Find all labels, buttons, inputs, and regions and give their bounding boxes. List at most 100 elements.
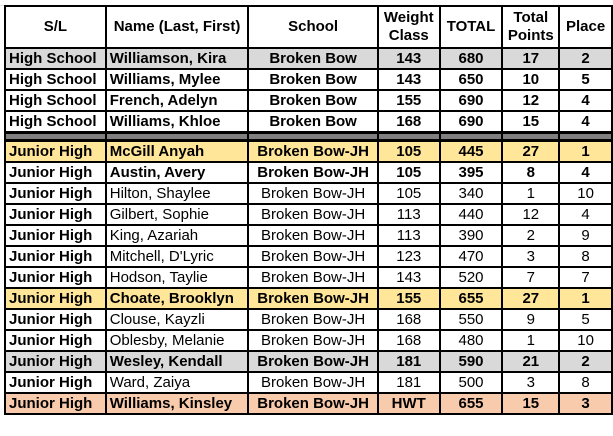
place-cell[interactable]: 1 <box>558 139 613 163</box>
total-points-cell[interactable]: 7 <box>501 266 561 289</box>
total-points-cell[interactable]: 27 <box>501 139 561 163</box>
place-cell[interactable]: 7 <box>558 266 613 289</box>
sl-cell[interactable]: High School <box>4 47 107 70</box>
weight-class-cell[interactable]: 113 <box>376 224 441 247</box>
school-cell[interactable]: Broken Bow-JH <box>247 308 379 331</box>
total-points-cell[interactable]: 27 <box>501 287 561 310</box>
school-cell[interactable]: Broken Bow-JH <box>247 350 379 373</box>
total-cell[interactable]: 480 <box>438 329 504 352</box>
weight-class-cell[interactable]: HWT <box>376 392 441 415</box>
weight-class-cell[interactable]: 168 <box>376 329 441 352</box>
header-total-points[interactable]: Total Points <box>501 5 561 49</box>
total-cell[interactable]: 340 <box>438 182 504 205</box>
total-points-cell[interactable]: 15 <box>501 392 561 415</box>
total-points-cell[interactable]: 10 <box>501 68 561 91</box>
total-points-cell[interactable]: 8 <box>501 161 561 184</box>
total-points-cell[interactable]: 9 <box>501 308 561 331</box>
school-cell[interactable]: Broken Bow-JH <box>247 161 379 184</box>
header-total[interactable]: TOTAL <box>438 5 504 49</box>
sl-cell[interactable]: Junior High <box>4 203 107 226</box>
total-cell[interactable]: 690 <box>438 110 504 134</box>
sl-cell[interactable]: High School <box>4 89 107 112</box>
sl-cell[interactable]: Junior High <box>4 350 107 373</box>
total-points-cell[interactable]: 3 <box>501 245 561 268</box>
place-cell[interactable]: 10 <box>558 329 613 352</box>
place-cell[interactable]: 4 <box>558 89 613 112</box>
header-name[interactable]: Name (Last, First) <box>104 5 250 49</box>
school-cell[interactable]: Broken Bow-JH <box>247 224 379 247</box>
place-cell[interactable]: 5 <box>558 68 613 91</box>
name-cell[interactable]: Williams, Kinsley <box>104 392 250 415</box>
school-cell[interactable]: Broken Bow <box>247 47 379 70</box>
weight-class-cell[interactable]: 105 <box>376 161 441 184</box>
weight-class-cell[interactable]: 181 <box>376 371 441 394</box>
sl-cell[interactable]: Junior High <box>4 182 107 205</box>
place-cell[interactable]: 8 <box>558 245 613 268</box>
place-cell[interactable]: 4 <box>558 161 613 184</box>
name-cell[interactable]: Mitchell, D'Lyric <box>104 245 250 268</box>
weight-class-cell[interactable]: 123 <box>376 245 441 268</box>
total-cell[interactable]: 395 <box>438 161 504 184</box>
total-cell[interactable]: 680 <box>438 47 504 70</box>
place-cell[interactable]: 8 <box>558 371 613 394</box>
weight-class-cell[interactable]: 143 <box>376 47 441 70</box>
header-sl[interactable]: S/L <box>4 5 107 49</box>
total-cell[interactable]: 470 <box>438 245 504 268</box>
name-cell[interactable]: Clouse, Kayzli <box>104 308 250 331</box>
total-cell[interactable]: 590 <box>438 350 504 373</box>
sl-cell[interactable]: Junior High <box>4 308 107 331</box>
place-cell[interactable]: 3 <box>558 392 613 415</box>
header-place[interactable]: Place <box>558 5 613 49</box>
school-cell[interactable]: Broken Bow-JH <box>247 139 379 163</box>
name-cell[interactable]: McGill Anyah <box>104 139 250 163</box>
sl-cell[interactable]: Junior High <box>4 287 107 310</box>
name-cell[interactable]: French, Adelyn <box>104 89 250 112</box>
weight-class-cell[interactable]: 113 <box>376 203 441 226</box>
school-cell[interactable]: Broken Bow <box>247 110 379 134</box>
sl-cell[interactable]: Junior High <box>4 266 107 289</box>
name-cell[interactable]: Hilton, Shaylee <box>104 182 250 205</box>
school-cell[interactable]: Broken Bow-JH <box>247 203 379 226</box>
total-points-cell[interactable]: 15 <box>501 110 561 134</box>
place-cell[interactable]: 2 <box>558 350 613 373</box>
school-cell[interactable]: Broken Bow-JH <box>247 329 379 352</box>
total-cell[interactable]: 655 <box>438 392 504 415</box>
weight-class-cell[interactable]: 105 <box>376 182 441 205</box>
total-cell[interactable]: 550 <box>438 308 504 331</box>
weight-class-cell[interactable]: 155 <box>376 287 441 310</box>
sl-cell[interactable]: Junior High <box>4 245 107 268</box>
school-cell[interactable]: Broken Bow <box>247 68 379 91</box>
name-cell[interactable]: Gilbert, Sophie <box>104 203 250 226</box>
place-cell[interactable]: 5 <box>558 308 613 331</box>
weight-class-cell[interactable]: 168 <box>376 110 441 134</box>
total-points-cell[interactable]: 17 <box>501 47 561 70</box>
total-cell[interactable]: 390 <box>438 224 504 247</box>
sl-cell[interactable]: Junior High <box>4 161 107 184</box>
name-cell[interactable]: Wesley, Kendall <box>104 350 250 373</box>
place-cell[interactable]: 9 <box>558 224 613 247</box>
total-cell[interactable]: 520 <box>438 266 504 289</box>
total-points-cell[interactable]: 21 <box>501 350 561 373</box>
place-cell[interactable]: 1 <box>558 287 613 310</box>
place-cell[interactable]: 4 <box>558 110 613 134</box>
sl-cell[interactable]: Junior High <box>4 329 107 352</box>
school-cell[interactable]: Broken Bow-JH <box>247 182 379 205</box>
school-cell[interactable]: Broken Bow-JH <box>247 392 379 415</box>
sl-cell[interactable]: High School <box>4 68 107 91</box>
place-cell[interactable]: 2 <box>558 47 613 70</box>
total-cell[interactable]: 655 <box>438 287 504 310</box>
name-cell[interactable]: Williams, Khloe <box>104 110 250 134</box>
sl-cell[interactable]: High School <box>4 110 107 134</box>
sl-cell[interactable]: Junior High <box>4 139 107 163</box>
total-cell[interactable]: 440 <box>438 203 504 226</box>
weight-class-cell[interactable]: 155 <box>376 89 441 112</box>
school-cell[interactable]: Broken Bow-JH <box>247 245 379 268</box>
name-cell[interactable]: King, Azariah <box>104 224 250 247</box>
total-points-cell[interactable]: 2 <box>501 224 561 247</box>
name-cell[interactable]: Williams, Mylee <box>104 68 250 91</box>
sl-cell[interactable]: Junior High <box>4 392 107 415</box>
school-cell[interactable]: Broken Bow <box>247 89 379 112</box>
name-cell[interactable]: Hodson, Taylie <box>104 266 250 289</box>
total-points-cell[interactable]: 3 <box>501 371 561 394</box>
name-cell[interactable]: Austin, Avery <box>104 161 250 184</box>
